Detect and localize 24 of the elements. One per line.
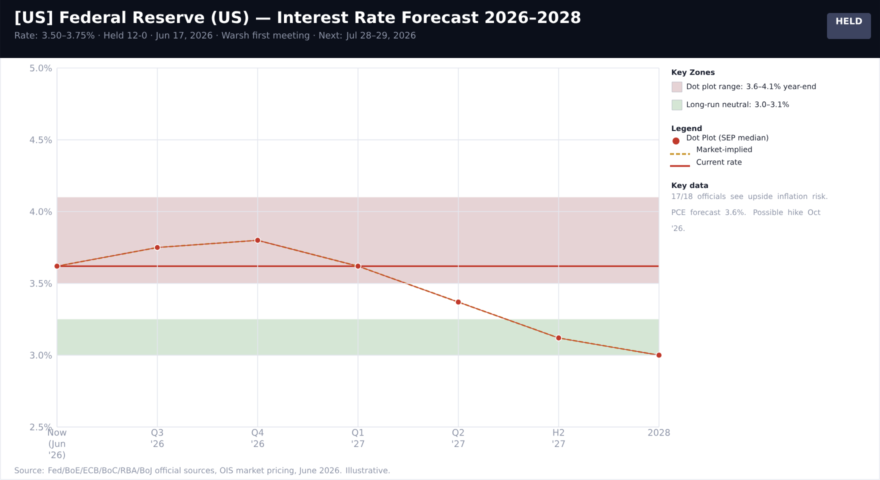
x-tick-label: Q2 '27	[452, 429, 465, 447]
point	[54, 262, 60, 270]
point	[354, 262, 362, 270]
source-note: Source: Fed/BoE/ECB/BoC/RBA/BoJ official sources, OIS market pricing, June 2026. Illustrative.	[14, 467, 390, 475]
x-tick-label: 2028	[648, 429, 670, 436]
y-tick-label: 3.5%	[30, 280, 52, 287]
y-tick-label: 3.0%	[30, 352, 52, 359]
point	[455, 298, 462, 306]
point	[154, 244, 161, 251]
point	[555, 334, 562, 342]
x-tick-label: H2 '27	[552, 429, 565, 447]
x-tick-label: Q4 '26	[252, 429, 264, 448]
y-tick-label: 5.0%	[30, 64, 52, 72]
chart-title: [US] Federal Reserve (US) — Interest Rate Forecast 2026–2028	[16, 10, 580, 26]
y-tick-label: 4.5%	[30, 136, 52, 144]
chart-subtitle: Rate: 3.50–3.75% · Held 12-0 · Jun 17, 2026 · Warsh first meeting · Next: Jul 28–29, 2026	[15, 32, 416, 40]
text: HELD	[836, 18, 862, 24]
point	[656, 352, 662, 359]
x-tick-label: Q3 '26	[151, 429, 164, 448]
y-tick-label: 2.5%	[30, 424, 52, 430]
x-tick-label: Now (Jun '26)	[48, 429, 66, 460]
y-tick-label: 4.0%	[30, 208, 52, 216]
point	[254, 236, 262, 244]
x-tick-label: Q1 '27	[352, 429, 364, 447]
